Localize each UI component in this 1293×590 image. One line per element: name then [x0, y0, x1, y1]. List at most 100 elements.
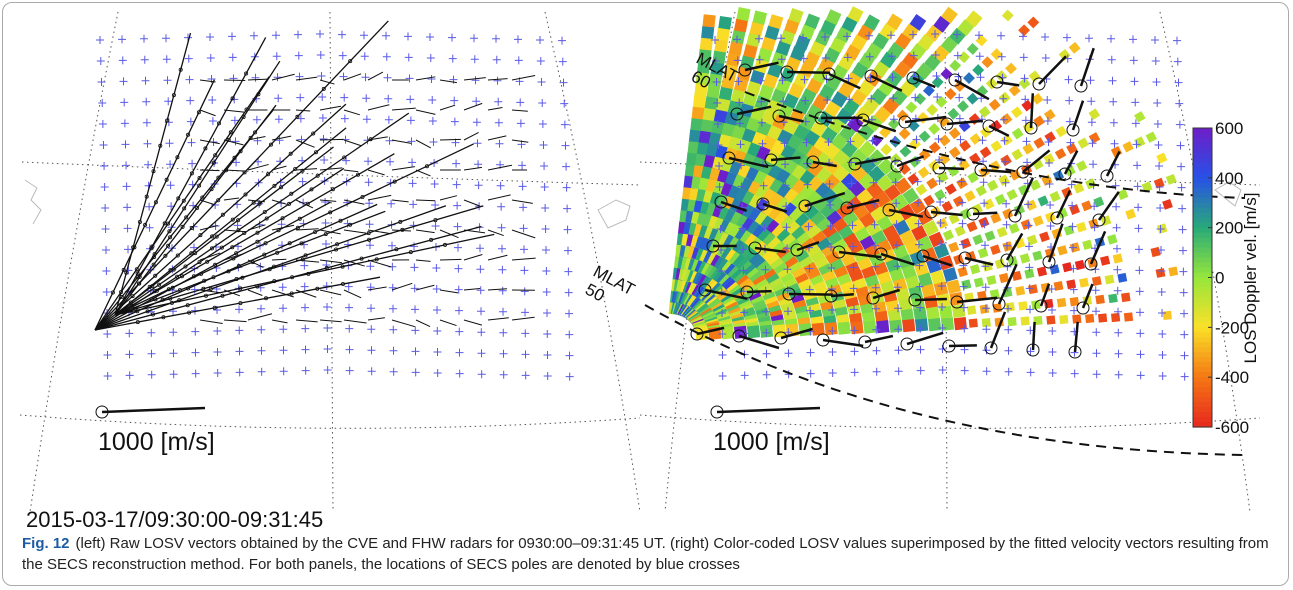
- raw-vector: [392, 167, 415, 170]
- pole-cross: [1153, 99, 1161, 107]
- pole-cross: [1136, 329, 1144, 337]
- losv-cell: [1006, 189, 1017, 200]
- raw-vector: [488, 289, 507, 290]
- raw-vector: [272, 259, 286, 260]
- losv-cell: [863, 321, 876, 334]
- pole-cross: [477, 286, 485, 294]
- pole-cross: [472, 76, 480, 84]
- raw-vector: [296, 110, 310, 111]
- pole-cross: [433, 285, 441, 293]
- pole-cross: [164, 76, 172, 84]
- pole-cross: [295, 52, 303, 60]
- losv-beam: [115, 37, 266, 315]
- raw-vector: [488, 318, 509, 320]
- colorbar-segment: [1193, 243, 1212, 249]
- pole-cross: [917, 367, 925, 375]
- parallel: [20, 415, 640, 428]
- losv-cell: [942, 201, 953, 212]
- pole-cross: [1048, 327, 1056, 335]
- colorbar-segment: [1193, 342, 1212, 348]
- pole-cross: [829, 369, 837, 377]
- losv-cell: [1044, 109, 1056, 121]
- colorbar-segment: [1193, 188, 1212, 194]
- pole-cross: [407, 116, 415, 124]
- pole-cross: [500, 350, 508, 358]
- raw-vector: [416, 200, 435, 201]
- pole-cross: [428, 96, 436, 104]
- pole-cross: [236, 347, 244, 355]
- pole-cross: [430, 138, 438, 146]
- losv-cell: [905, 101, 917, 113]
- losv-cell: [1095, 295, 1105, 305]
- losv-cell: [714, 39, 728, 53]
- raw-vector: [272, 136, 291, 140]
- colorbar-segment: [1193, 163, 1212, 169]
- pole-cross: [96, 36, 104, 44]
- losv-cell: [1002, 10, 1014, 22]
- pole-cross: [494, 98, 502, 106]
- pole-cross: [405, 53, 413, 61]
- pole-cross: [1177, 163, 1185, 171]
- pole-cross: [230, 74, 238, 82]
- fitted-vector: [1075, 322, 1078, 352]
- losv-cell: [1062, 262, 1072, 272]
- pole-cross: [214, 348, 222, 356]
- pole-cross: [365, 199, 373, 207]
- raw-vector: [416, 110, 435, 114]
- pole-cross: [390, 347, 398, 355]
- pole-cross: [100, 162, 108, 170]
- losv-cell: [939, 305, 953, 319]
- losv-cell: [1163, 311, 1172, 320]
- losv-cell: [967, 221, 978, 232]
- pole-cross: [520, 266, 528, 274]
- pole-cross: [323, 303, 331, 311]
- losv-cell: [1021, 219, 1032, 230]
- losv-cell: [1001, 113, 1013, 125]
- raw-vector: [344, 110, 360, 115]
- pole-cross: [562, 163, 570, 171]
- pole-cross: [279, 304, 287, 312]
- pole-cross: [454, 265, 462, 273]
- raw-vector: [224, 230, 246, 232]
- colorbar-segment: [1193, 238, 1212, 244]
- colorbar-segment: [1193, 158, 1212, 164]
- pole-cross: [564, 268, 572, 276]
- pole-cross: [426, 33, 434, 41]
- pole-cross: [366, 220, 374, 228]
- colorbar-segment: [1193, 193, 1212, 199]
- pole-cross: [236, 368, 244, 376]
- losv-cell: [716, 27, 730, 41]
- pole-cross: [102, 267, 110, 275]
- raw-vector: [440, 290, 458, 293]
- losv-cell: [991, 48, 1003, 60]
- pole-cross: [280, 346, 288, 354]
- losv-cell: [1125, 209, 1136, 220]
- pole-cross: [1065, 76, 1073, 84]
- pole-cross: [125, 329, 133, 337]
- pole-cross: [345, 325, 353, 333]
- raw-vector: [200, 110, 216, 116]
- losv-cell: [997, 227, 1008, 238]
- colorbar-segment: [1193, 402, 1212, 408]
- losv-cell: [1079, 278, 1089, 288]
- raw-vector: [320, 200, 336, 201]
- colorbar-segment: [1193, 302, 1212, 308]
- losv-cell: [1020, 253, 1030, 263]
- pole-cross: [476, 244, 484, 252]
- colorbar-segment: [1193, 218, 1212, 224]
- pole-cross: [719, 372, 727, 380]
- losv-cell: [980, 304, 990, 314]
- pole-cross: [1049, 348, 1057, 356]
- raw-vector: [200, 320, 223, 323]
- pole-cross: [763, 350, 771, 358]
- pole-cross: [1153, 78, 1161, 86]
- losv-cell: [985, 230, 996, 241]
- pole-cross: [258, 347, 266, 355]
- pole-cross: [252, 74, 260, 82]
- losv-cell: [889, 320, 902, 333]
- pole-cross: [955, 94, 963, 102]
- pole-cross: [192, 370, 200, 378]
- pole-cross: [541, 204, 549, 212]
- losv-cell: [918, 167, 930, 179]
- losv-cell: [1033, 137, 1045, 149]
